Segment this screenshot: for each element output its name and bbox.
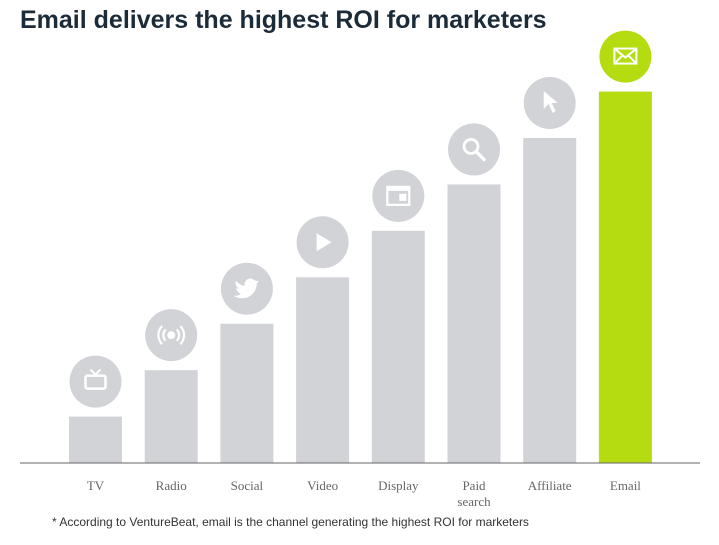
- bar-social: [220, 323, 274, 463]
- bar-affiliate: [523, 138, 577, 463]
- category-label-email: Email: [610, 478, 641, 493]
- browser-window-icon: [372, 169, 425, 222]
- category-label-tv: TV: [87, 478, 105, 493]
- category-label-video: Video: [307, 478, 338, 493]
- category-label-display: Display: [378, 478, 419, 493]
- tv-icon: [69, 355, 122, 408]
- bar-display: [371, 230, 425, 463]
- footnote: * According to VentureBeat, email is the…: [52, 515, 529, 529]
- cursor-arrow-icon: [523, 77, 576, 129]
- bar-tv: [69, 416, 122, 463]
- category-label-radio: Radio: [156, 478, 187, 493]
- chart-title: Email delivers the highest ROI for marke…: [20, 6, 547, 34]
- bar-video: [296, 277, 350, 463]
- radio-broadcast-icon: [145, 309, 198, 362]
- bar-paid-search: [447, 184, 501, 463]
- twitter-bird-icon: [220, 262, 273, 315]
- play-icon: [296, 216, 349, 269]
- category-label-affiliate: Affiliate: [528, 478, 572, 493]
- bar-email: [598, 91, 652, 464]
- search-icon: [448, 123, 500, 176]
- category-label-paid-search: Paid search: [457, 478, 491, 509]
- bar-radio: [144, 370, 198, 463]
- category-label-social: Social: [231, 478, 264, 493]
- envelope-icon: [599, 30, 652, 83]
